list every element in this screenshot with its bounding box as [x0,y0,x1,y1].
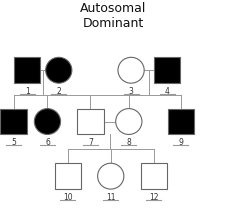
Text: 6: 6 [45,138,50,147]
FancyBboxPatch shape [14,57,40,83]
FancyBboxPatch shape [0,109,27,134]
Text: 3: 3 [128,87,133,96]
FancyBboxPatch shape [167,109,193,134]
Text: 9: 9 [178,138,182,147]
Text: 7: 7 [88,138,92,147]
FancyBboxPatch shape [140,163,166,189]
Circle shape [115,109,141,134]
Text: 2: 2 [56,87,61,96]
Text: 11: 11 [106,193,115,202]
Text: 4: 4 [164,87,169,96]
Text: 1: 1 [25,87,29,96]
Text: 8: 8 [126,138,131,147]
Text: 12: 12 [148,193,158,202]
FancyBboxPatch shape [77,109,103,134]
Text: 5: 5 [11,138,16,147]
Circle shape [97,163,123,189]
Text: 10: 10 [63,193,72,202]
FancyBboxPatch shape [153,57,180,83]
Circle shape [117,57,144,83]
Circle shape [34,109,60,134]
Text: Autosomal
Dominant: Autosomal Dominant [79,2,146,30]
FancyBboxPatch shape [54,163,81,189]
Circle shape [45,57,72,83]
